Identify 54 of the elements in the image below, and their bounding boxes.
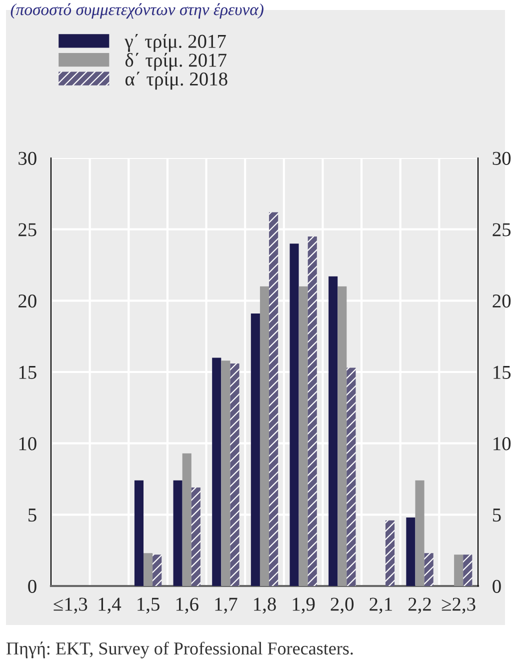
y-tick-label: 0	[28, 580, 36, 593]
bar	[212, 358, 222, 586]
bar	[269, 212, 278, 586]
bar	[134, 480, 144, 586]
bar	[173, 480, 182, 586]
x-tick-label: 1,6	[176, 598, 198, 614]
legend-label: γ΄ τρίμ. 2017	[124, 34, 226, 52]
y2-tick-label: 15	[494, 366, 511, 379]
y-tick-label: 30	[18, 152, 36, 165]
x-tick-label: 1,8	[254, 598, 276, 614]
x-tick-label: ≥2,3	[442, 598, 476, 614]
bar	[250, 314, 260, 586]
text: Πηγή: EKT, Survey of Professional Forecasters.	[6, 642, 353, 658]
x-tick-label: 2,0	[330, 598, 354, 614]
bar	[338, 286, 347, 586]
y-tick-label: 10	[19, 437, 36, 450]
bar	[454, 554, 464, 586]
legend-label: α΄ τρίμ. 2018	[125, 72, 228, 90]
y2-tick-label: 20	[492, 294, 511, 308]
bar	[290, 244, 299, 586]
bar	[260, 286, 270, 586]
x-tick-label: 1,9	[292, 598, 315, 614]
bar	[298, 286, 308, 586]
chart-subtitle: (ποσοστό συμμετεχόντων στην έρευνα)	[10, 3, 264, 19]
bar	[424, 553, 434, 586]
bar	[191, 488, 200, 586]
bar	[463, 554, 472, 586]
bar	[144, 553, 153, 586]
x-tick-label: ≤1,3	[54, 598, 88, 614]
bar	[308, 236, 317, 586]
x-tick-label: 2,1	[370, 598, 392, 614]
y-tick-label: 5	[28, 508, 36, 522]
x-tick-label: 2,2	[408, 598, 431, 614]
y-tick-label: 15	[19, 366, 36, 379]
legend-label: δ΄ τρίμ. 2017	[125, 52, 226, 71]
y-tick-label: 20	[18, 294, 36, 308]
bar	[415, 480, 424, 586]
bar	[385, 520, 395, 586]
x-tick-label: 1,5	[138, 598, 160, 614]
bar	[328, 276, 338, 586]
bar	[406, 518, 416, 586]
x-tick-label: 1,4	[98, 598, 122, 614]
y2-tick-label: 5	[493, 508, 501, 522]
bar	[182, 453, 192, 586]
bar	[152, 554, 162, 586]
y2-tick-label: 30	[492, 152, 511, 165]
y2-tick-label: 10	[494, 437, 511, 450]
y2-tick-label: 25	[492, 223, 511, 236]
x-tick-label: 1,7	[215, 598, 238, 614]
bar	[230, 363, 240, 586]
y2-tick-label: 0	[492, 580, 501, 593]
bar	[221, 360, 230, 586]
y-tick-label: 25	[18, 223, 36, 236]
bar	[346, 368, 356, 586]
